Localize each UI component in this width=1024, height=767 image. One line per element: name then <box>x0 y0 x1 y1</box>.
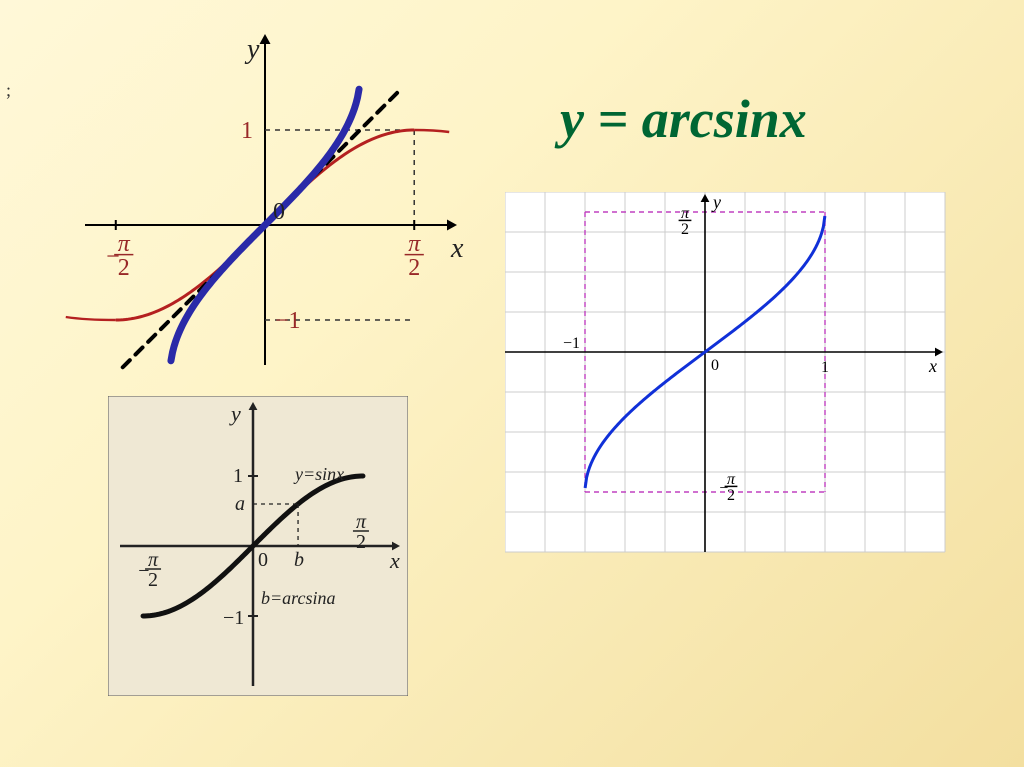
svg-text:−1: −1 <box>275 308 301 334</box>
svg-text:−1: −1 <box>223 607 244 629</box>
svg-text:x: x <box>928 356 937 376</box>
panel-arcsin-grid: yx01−1π2−π2 <box>505 192 955 552</box>
svg-text:π: π <box>727 471 736 488</box>
svg-text:π: π <box>356 511 367 533</box>
svg-text:a: a <box>235 493 245 515</box>
svg-text:0: 0 <box>711 357 719 374</box>
svg-text:y=sinx: y=sinx <box>293 464 344 484</box>
svg-text:2: 2 <box>727 487 735 504</box>
stray-semicolon: ; <box>6 80 11 101</box>
svg-text:y: y <box>244 34 260 65</box>
panel-sin-definition: yx01−1abπ2−π2y=sinxb=arcsina <box>108 396 408 696</box>
svg-text:y: y <box>229 401 241 426</box>
svg-text:0: 0 <box>258 549 268 571</box>
svg-text:1: 1 <box>821 359 829 376</box>
svg-text:x: x <box>389 548 400 573</box>
svg-text:2: 2 <box>118 255 130 281</box>
svg-text:1: 1 <box>241 118 253 144</box>
svg-text:−1: −1 <box>563 335 580 352</box>
svg-text:π: π <box>118 231 131 257</box>
panel-sin-arcsin-overlay: yx01−1π2−π2 <box>65 30 465 370</box>
svg-text:0: 0 <box>273 199 285 225</box>
svg-text:2: 2 <box>148 569 158 591</box>
svg-text:b: b <box>294 549 304 571</box>
svg-text:x: x <box>450 233 464 264</box>
svg-text:1: 1 <box>233 465 243 487</box>
svg-text:π: π <box>681 205 690 222</box>
svg-text:b=arcsina: b=arcsina <box>261 588 335 608</box>
svg-text:2: 2 <box>356 531 366 553</box>
svg-text:2: 2 <box>408 255 420 281</box>
svg-text:y: y <box>711 192 721 212</box>
svg-text:π: π <box>408 231 421 257</box>
svg-text:π: π <box>148 549 159 571</box>
page-title: y = arcsinx <box>560 88 807 150</box>
svg-text:2: 2 <box>681 221 689 238</box>
